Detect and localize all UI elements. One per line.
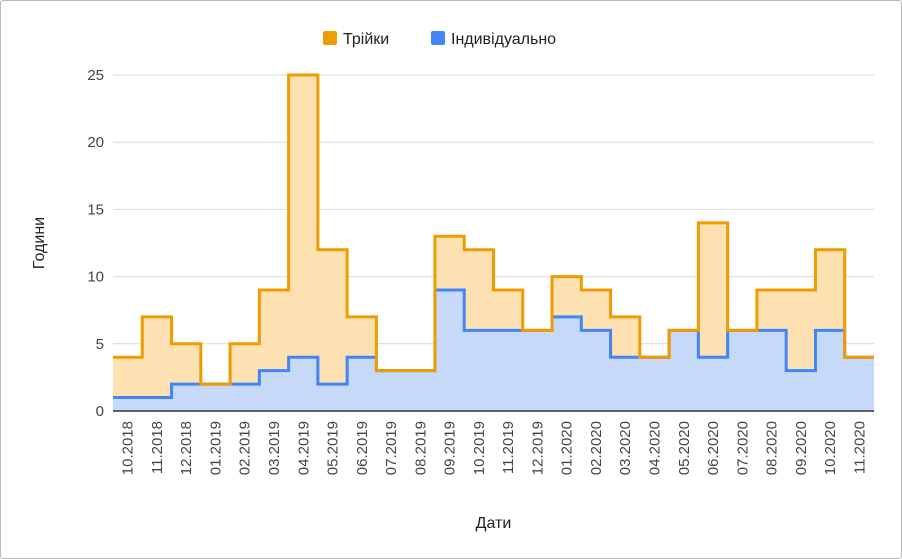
x-tick-label: 05.2020 [676,421,693,475]
series-areas [113,75,874,411]
x-tick-label: 01.2019 [207,421,224,475]
area-individualno [113,290,874,411]
x-tick-label: 12.2019 [529,421,546,475]
x-tick-label: 02.2019 [237,421,254,475]
x-tick-label: 11.2019 [500,421,517,474]
legend-label: Індивідуально [451,31,556,48]
x-tick-label: 11.2020 [851,421,868,474]
area-trijky [113,75,874,398]
x-tick-label: 07.2020 [734,421,751,475]
x-tick-label: 11.2018 [149,421,166,474]
legend: Трійки Індивідуально [323,31,556,48]
series-lines [113,73,874,400]
line-trijky [113,73,874,386]
y-tick-label: 15 [87,201,104,218]
y-tick-label: 0 [96,403,104,420]
x-axis-title: Дати [476,515,512,532]
x-tick-label: 06.2019 [354,421,371,475]
x-tick-label: 09.2019 [442,421,459,475]
y-tick-label: 25 [87,67,104,84]
x-tick-label: 07.2019 [383,421,400,475]
legend-label: Трійки [343,31,389,48]
x-tick-label: 05.2019 [325,421,342,475]
x-tick-label: 02.2020 [588,421,605,475]
x-tick-label: 08.2019 [412,421,429,475]
x-tick-label: 04.2019 [295,421,312,475]
x-tick-label: 10.2019 [471,421,488,475]
x-tick-label: 10.2020 [822,421,839,475]
y-axis-title: Години [31,217,48,269]
y-tick-label: 20 [87,134,104,151]
x-tick-label: 03.2019 [266,421,283,475]
legend-swatch [431,31,445,45]
x-tick-label: 06.2020 [705,421,722,475]
x-tick-label: 01.2020 [559,421,576,475]
y-tick-label: 10 [87,269,104,286]
x-tick-label: 09.2020 [793,421,810,475]
y-tick-labels: 0 5 10 15 20 25 [87,67,104,420]
x-tick-label: 12.2018 [178,421,195,475]
x-tick-label: 10.2018 [120,421,137,475]
x-tick-label: 08.2020 [764,421,781,475]
x-tick-label: 04.2020 [646,421,663,475]
legend-swatch [323,31,337,45]
x-tick-labels: 10.2018 11.2018 12.2018 01.2019 02.2019 03.20… [120,421,869,475]
y-tick-label: 5 [96,336,104,353]
x-tick-label: 03.2020 [617,421,634,475]
